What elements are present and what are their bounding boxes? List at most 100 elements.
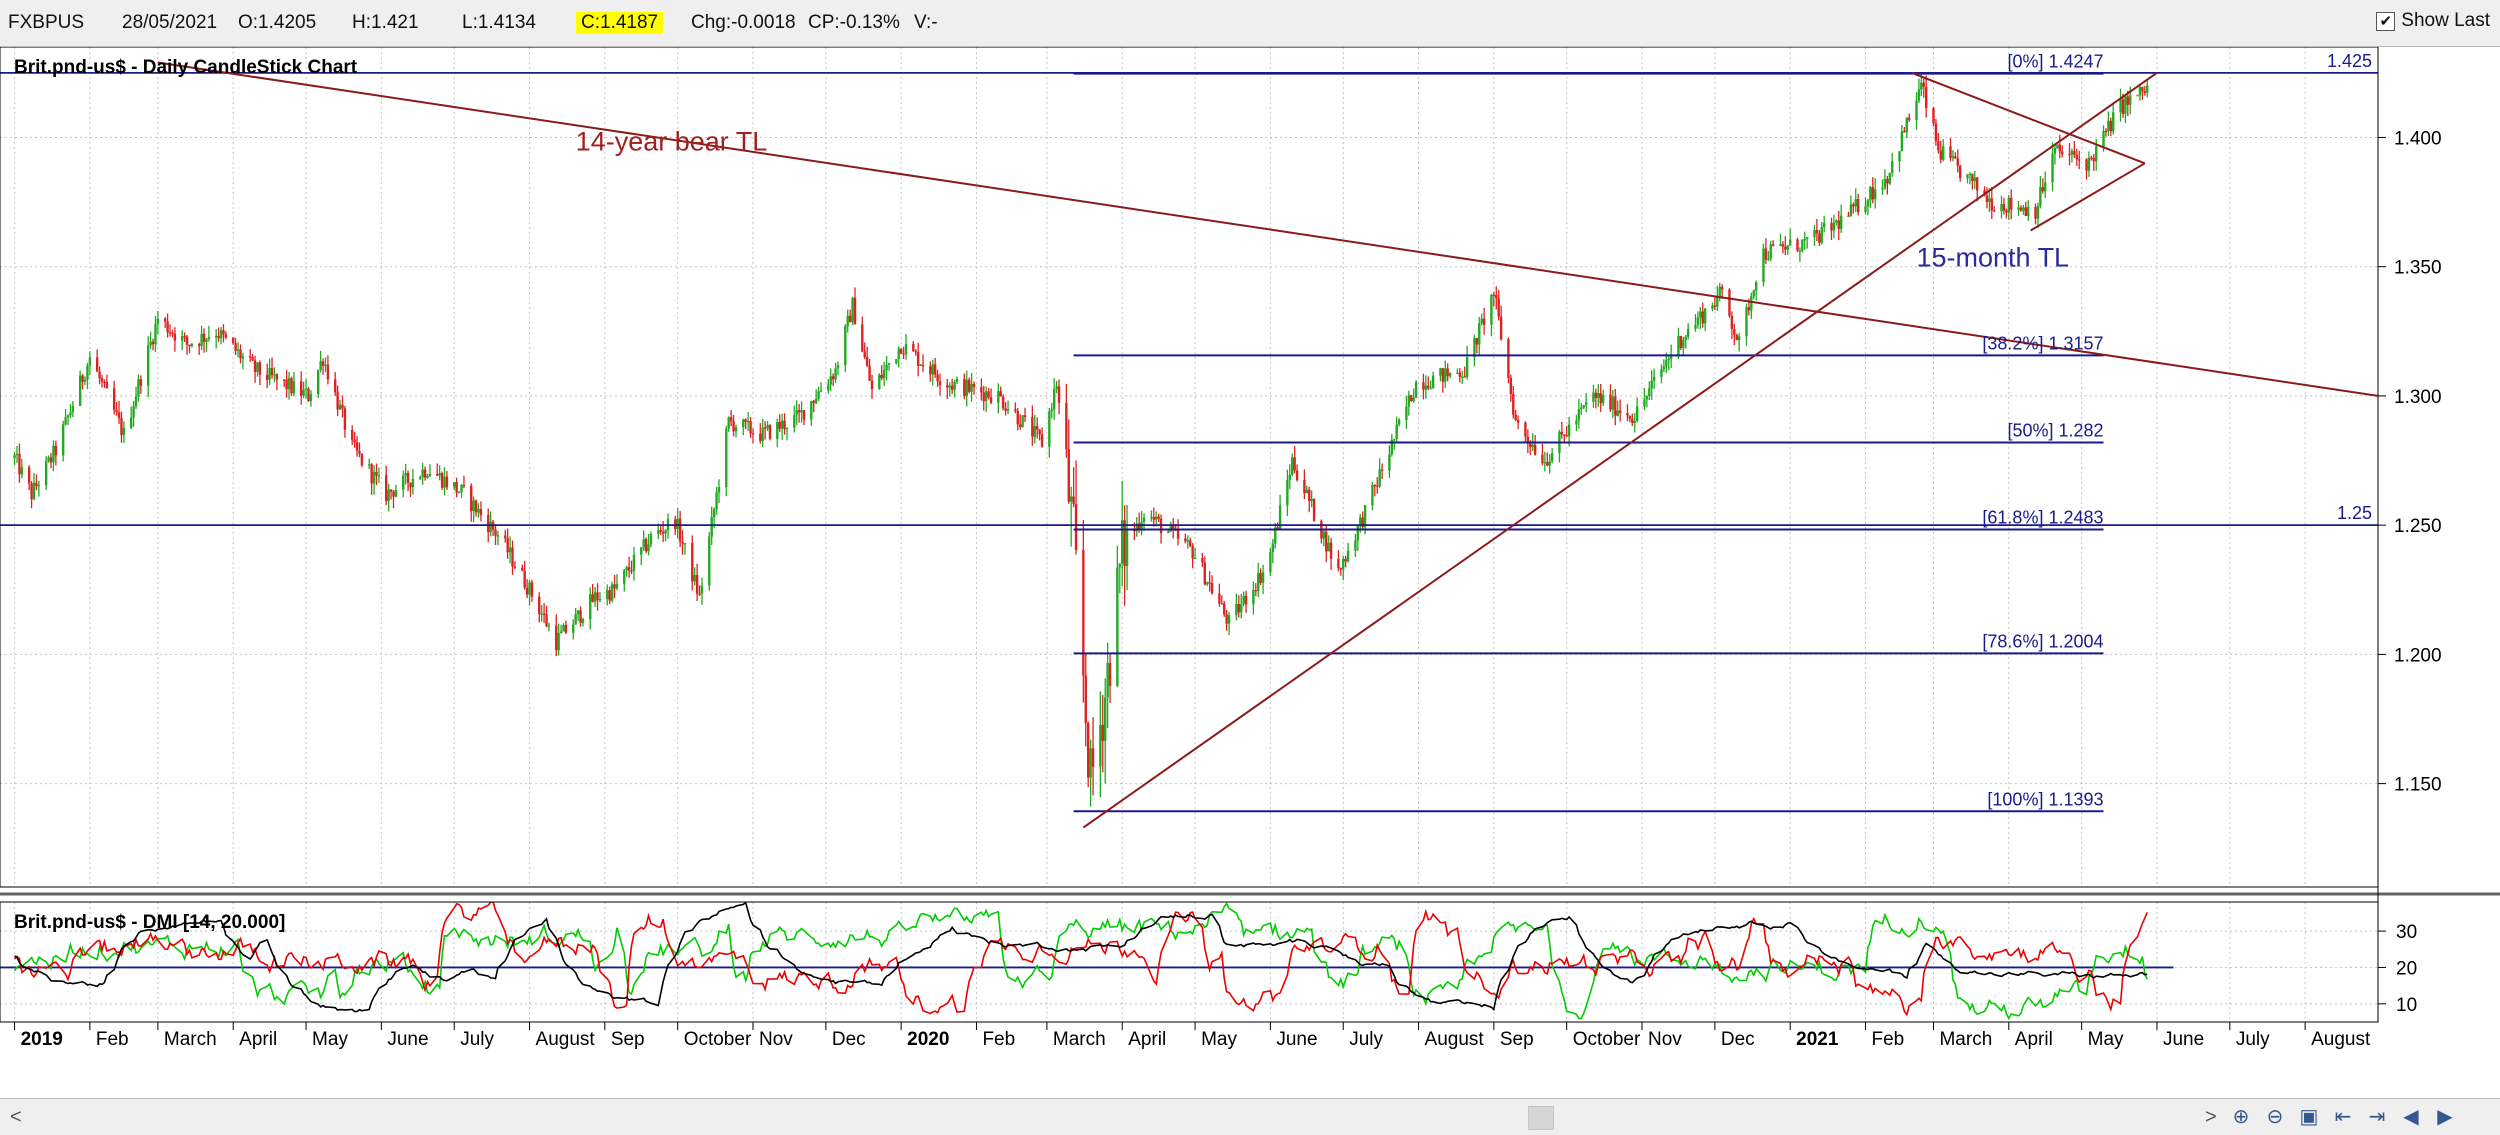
candle-body xyxy=(1716,296,1719,307)
candle-body xyxy=(899,348,903,354)
candle-body xyxy=(1592,392,1595,402)
candle-body xyxy=(1983,190,1986,196)
candle-body xyxy=(1956,158,1959,166)
candle-body xyxy=(404,473,407,476)
candle-body xyxy=(989,397,993,403)
trendline xyxy=(157,61,2378,397)
candle-body xyxy=(1643,399,1646,407)
x-axis-label: May xyxy=(1201,1029,1237,1050)
candle-body xyxy=(1142,517,1146,522)
candle-body xyxy=(1959,165,1962,179)
candle-body xyxy=(134,396,138,407)
candle-body xyxy=(1344,559,1347,562)
candle-body xyxy=(47,457,50,461)
candle-body xyxy=(970,384,973,392)
show-last-toggle[interactable]: ✔ Show Last xyxy=(2376,10,2490,32)
candle-body xyxy=(2104,130,2108,133)
scroll-left-arrow[interactable]: < xyxy=(10,1106,22,1128)
candle-body xyxy=(197,344,201,346)
chart-scrollbar[interactable]: < > ⊕ ⊖ ▣ ⇤ ⇥ ◀ ▶ xyxy=(0,1098,2500,1135)
candle-body xyxy=(44,460,48,486)
candle-body xyxy=(1033,425,1036,437)
candle-body xyxy=(846,315,849,327)
candle-body xyxy=(1308,489,1311,502)
candle-body xyxy=(1616,410,1619,416)
candle-body xyxy=(1988,198,1991,202)
candle-body xyxy=(1529,441,1532,448)
candle-body xyxy=(931,364,934,375)
candle-body xyxy=(1662,366,1666,370)
x-axis-label: October xyxy=(1573,1029,1641,1050)
candle-body xyxy=(1157,516,1160,519)
candle-body xyxy=(2129,95,2132,105)
candle-body xyxy=(1380,469,1384,471)
candle-body xyxy=(1055,386,1058,389)
candle-body xyxy=(487,515,490,533)
candle-body xyxy=(861,324,864,352)
candle-body xyxy=(963,378,966,396)
candle-body xyxy=(64,417,67,425)
candle-body xyxy=(1405,406,1408,420)
open-label: O:1.4205 xyxy=(238,12,317,33)
candle-body xyxy=(1567,424,1571,437)
candle-body xyxy=(355,442,359,451)
candle-body xyxy=(1866,200,1870,207)
candle-body xyxy=(562,625,565,632)
candle-body xyxy=(763,427,767,429)
candle-body xyxy=(717,487,721,493)
candle-body xyxy=(661,531,665,534)
candle-body xyxy=(1106,662,1109,698)
candle-body xyxy=(727,417,730,429)
candle-body xyxy=(494,529,497,536)
candle-body xyxy=(967,379,971,392)
candle-body xyxy=(1424,385,1428,390)
candle-body xyxy=(897,348,900,360)
step-right-icon[interactable]: ▶ xyxy=(2437,1106,2453,1128)
scroll-end-icon[interactable]: ⇥ xyxy=(2368,1106,2386,1128)
candle-body xyxy=(1048,411,1051,447)
candle-body xyxy=(474,500,478,513)
scroll-right-arrow[interactable]: > xyxy=(2205,1106,2217,1128)
candle-body xyxy=(1805,237,1809,240)
show-last-checkbox[interactable]: ✔ xyxy=(2376,11,2396,31)
fit-icon[interactable]: ▣ xyxy=(2299,1106,2319,1128)
candle-body xyxy=(1597,393,1600,398)
candle-body xyxy=(793,414,796,428)
candlestick-chart-area[interactable]: 2019 Feb March April May June July August Sep Oct… xyxy=(0,47,2500,1097)
candle-body xyxy=(1728,289,1731,316)
candle-body xyxy=(1883,179,1887,188)
candle-body xyxy=(2027,206,2030,216)
candle-body xyxy=(1035,425,1039,430)
candle-body xyxy=(1397,419,1401,425)
candle-body xyxy=(853,297,857,325)
x-axis-label: March xyxy=(1939,1029,1992,1050)
scroll-start-icon[interactable]: ⇤ xyxy=(2334,1106,2352,1128)
candle-body xyxy=(1293,457,1296,471)
x-axis-label: Dec xyxy=(832,1029,866,1050)
candle-body xyxy=(1713,305,1717,307)
x-axis-label: Feb xyxy=(96,1029,129,1050)
candle-body xyxy=(360,453,364,466)
candle-body xyxy=(428,474,432,476)
candle-body xyxy=(394,489,398,497)
candle-body xyxy=(1176,529,1180,539)
candle-body xyxy=(27,467,31,484)
candle-body xyxy=(275,374,279,380)
candle-body xyxy=(1116,567,1119,686)
candle-body xyxy=(1167,531,1170,534)
scrollbar-thumb[interactable] xyxy=(1528,1106,1554,1130)
candle-body xyxy=(35,482,38,486)
candle-body xyxy=(1949,146,1952,159)
candle-body xyxy=(440,473,444,488)
candle-body xyxy=(1475,338,1479,345)
candle-body xyxy=(258,362,262,375)
zoom-in-icon[interactable]: ⊕ xyxy=(2232,1106,2250,1128)
candle-body xyxy=(664,530,667,534)
zoom-out-icon[interactable]: ⊖ xyxy=(2266,1106,2284,1128)
step-left-icon[interactable]: ◀ xyxy=(2403,1106,2419,1128)
candle-body xyxy=(377,475,381,477)
x-axis-label: August xyxy=(2311,1029,2371,1050)
candle-body xyxy=(304,388,308,390)
candle-body xyxy=(52,445,55,463)
candle-body xyxy=(2024,207,2027,216)
